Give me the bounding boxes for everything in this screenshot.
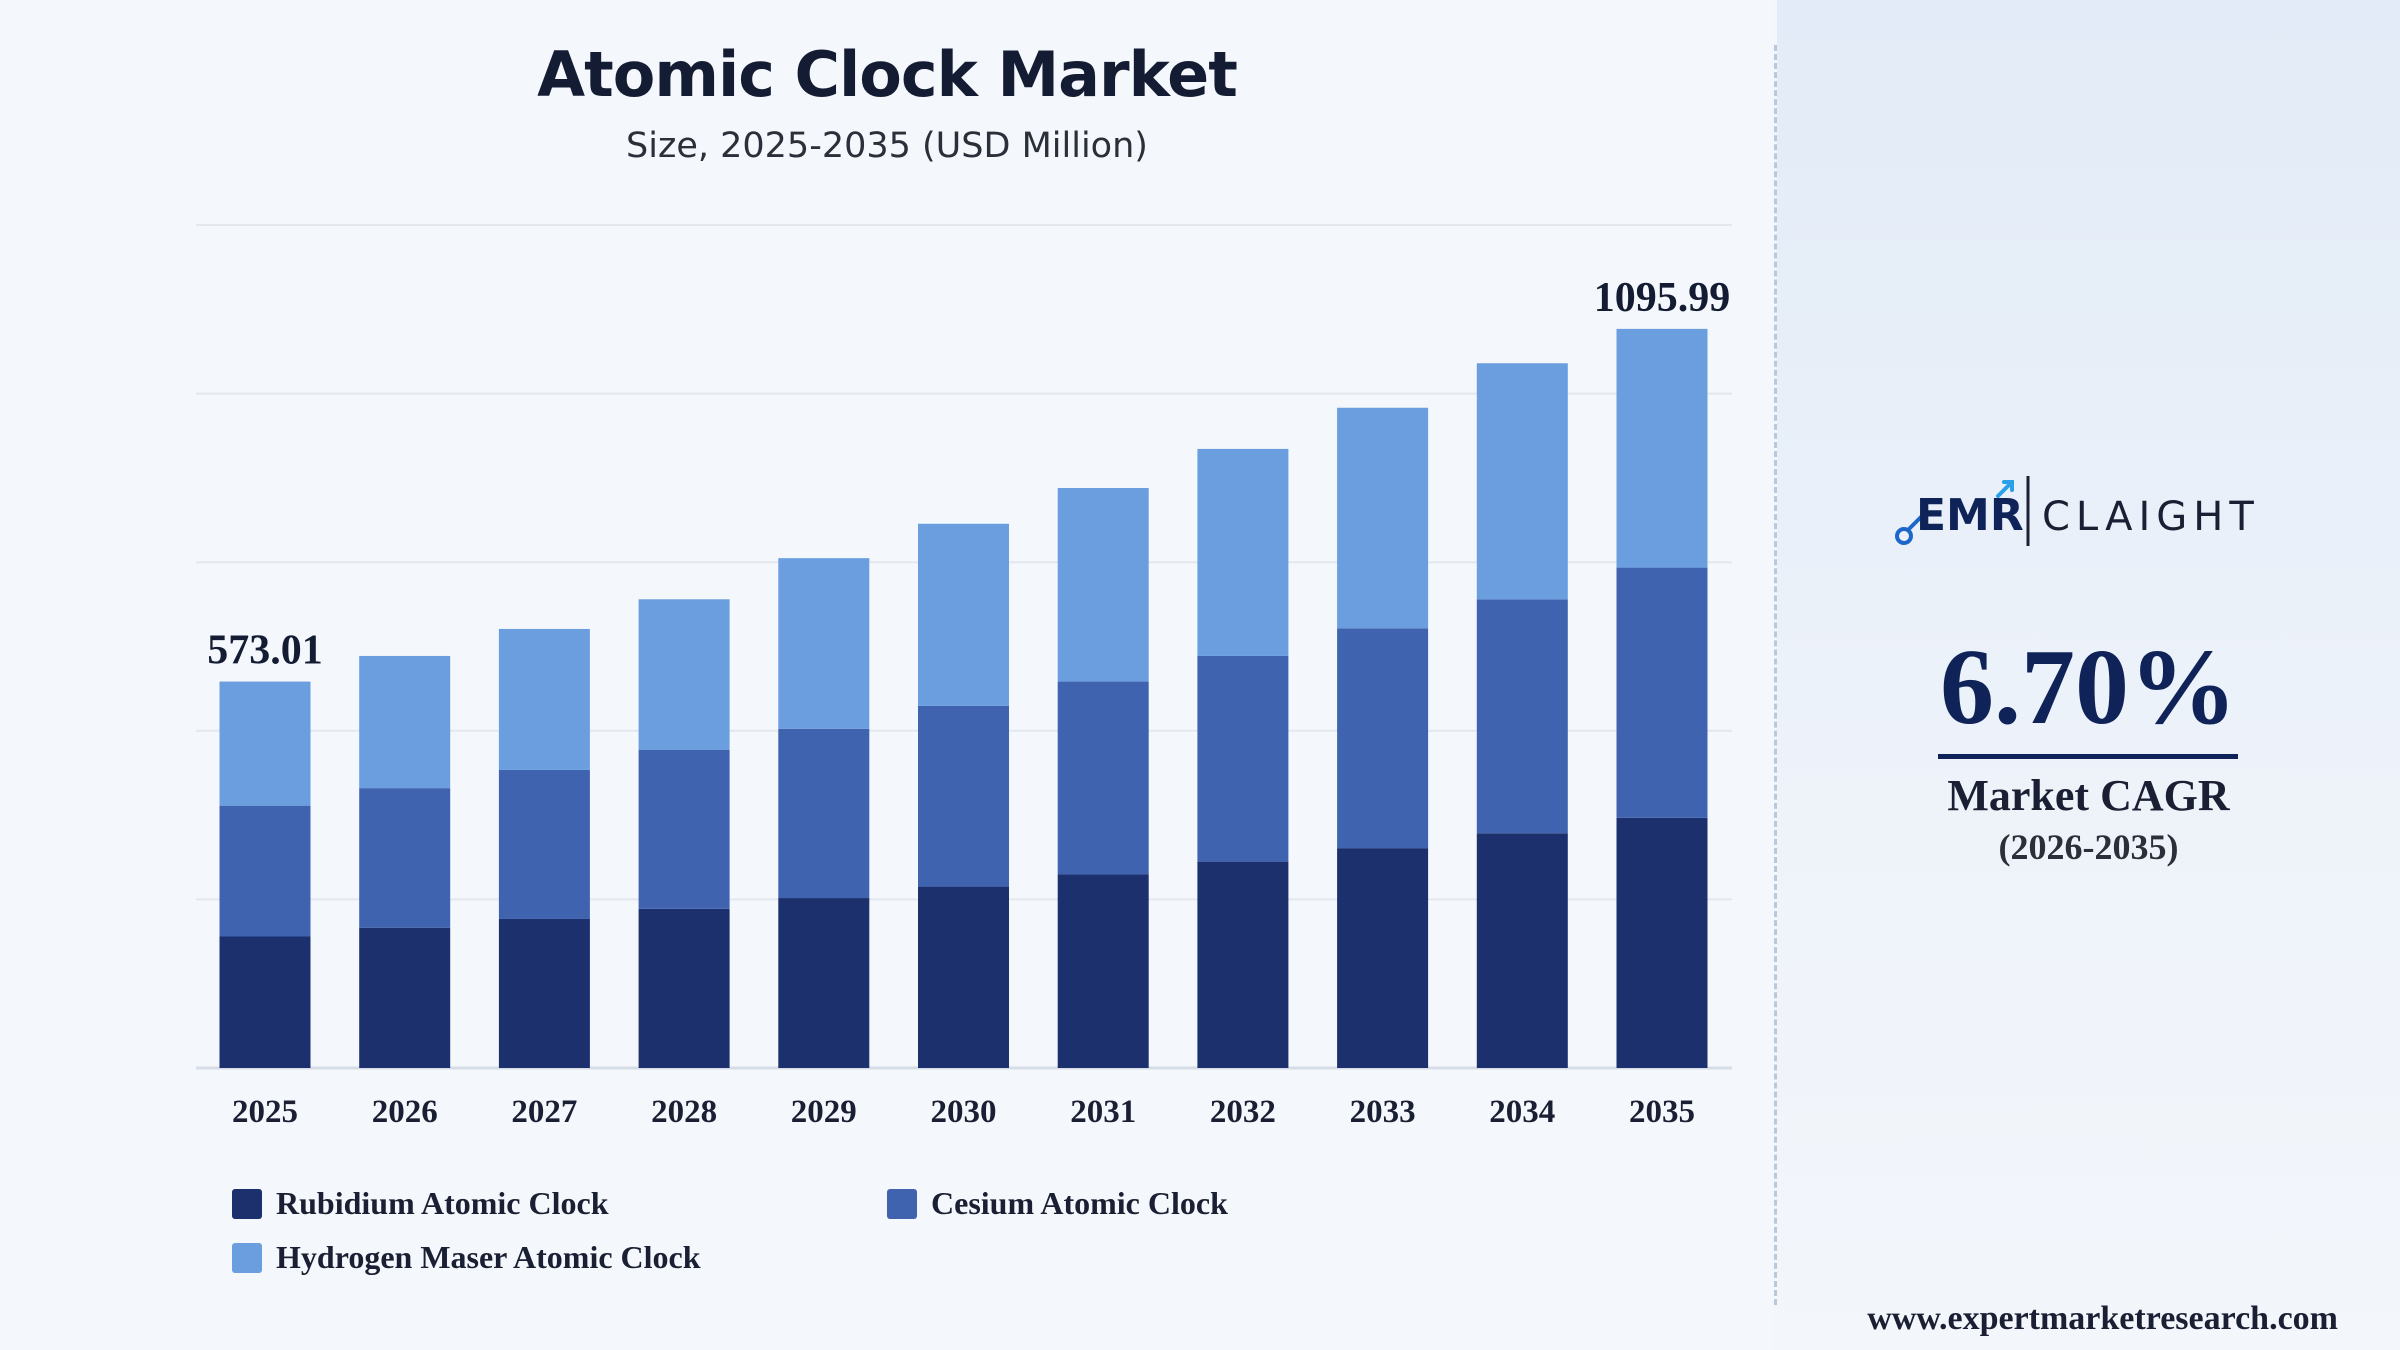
bar-2035-series-2 [1616, 328, 1708, 568]
x-tick-label-2029: 2029 [791, 1094, 857, 1130]
total-label-2035: 1095.99 [1594, 275, 1731, 321]
cagr-period: (2026-2035) [1998, 827, 2179, 867]
logo-claight-text: CLAIGHT [2042, 494, 2260, 540]
bar-2033-series-1 [1337, 628, 1429, 849]
bar-2025-series-0 [219, 936, 311, 1068]
bar-2032-series-1 [1197, 655, 1289, 862]
info-panel [1777, 0, 2400, 1350]
x-tick-label-2032: 2032 [1210, 1094, 1276, 1130]
legend-item-hydrogen-maser: Hydrogen Maser Atomic Clock [232, 1239, 701, 1276]
chart-subtitle: Size, 2025-2035 (USD Million) [626, 126, 1148, 166]
x-tick-label-2034: 2034 [1489, 1094, 1555, 1130]
bar-2034-series-1 [1476, 599, 1568, 834]
bar-2026-series-1 [359, 788, 451, 928]
x-tick-label-2033: 2033 [1350, 1094, 1416, 1130]
bar-2028-series-0 [638, 908, 730, 1068]
legend-item-rubidium: Rubidium Atomic Clock [232, 1185, 608, 1222]
x-tick-label-2030: 2030 [931, 1094, 997, 1130]
total-label-2025: 573.01 [207, 628, 323, 674]
bar-2035-series-1 [1616, 567, 1708, 818]
bar-2029-series-2 [778, 558, 870, 729]
cagr-value: 6.70% [1940, 628, 2237, 747]
legend-item-cesium: Cesium Atomic Clock [887, 1185, 1228, 1222]
total-labels: 573.01 1095.99 [207, 275, 1730, 674]
bar-2034-series-2 [1476, 363, 1568, 600]
bar-2035-series-0 [1616, 817, 1708, 1068]
bar-2027-series-1 [498, 769, 590, 919]
bar-2029-series-1 [778, 728, 870, 899]
bar-2033-series-0 [1337, 848, 1429, 1068]
bar-2031-series-1 [1057, 681, 1149, 875]
bar-2031-series-2 [1057, 488, 1149, 682]
bar-2032-series-2 [1197, 448, 1289, 656]
legend-label-cesium: Cesium Atomic Clock [931, 1185, 1228, 1221]
x-tick-label-2026: 2026 [372, 1094, 438, 1130]
x-tick-labels: 2025 2026 2027 2028 2029 2030 2031 2032 2033 2034… [232, 1094, 1695, 1130]
legend-swatch-hydrogen-maser [232, 1242, 262, 1273]
legend-label-rubidium: Rubidium Atomic Clock [276, 1185, 609, 1221]
bar-2028-series-2 [638, 599, 730, 750]
bar-2030-series-1 [918, 705, 1009, 887]
bar-2025-series-2 [219, 681, 311, 806]
legend-label-hydrogen-maser: Hydrogen Maser Atomic Clock [276, 1239, 701, 1275]
x-tick-label-2028: 2028 [651, 1094, 717, 1130]
bar-2034-series-0 [1476, 833, 1568, 1068]
bars [219, 328, 1708, 1068]
bar-2032-series-0 [1197, 861, 1289, 1068]
bar-2029-series-0 [778, 898, 870, 1068]
bar-2030-series-0 [918, 886, 1009, 1068]
stacked-bar-chart: 2025 2026 2027 2028 2029 2030 2031 2032 2033 2034… [196, 224, 1732, 1130]
cagr-underline [1938, 754, 2238, 759]
x-tick-label-2035: 2035 [1629, 1094, 1695, 1130]
bar-2031-series-0 [1057, 874, 1149, 1068]
bar-2033-series-2 [1337, 407, 1429, 629]
emr-claight-logo: EMR CLAIGHT [1895, 476, 2260, 546]
panel-divider [1774, 45, 1777, 1305]
bar-2026-series-0 [359, 927, 451, 1068]
bar-2030-series-2 [918, 523, 1009, 706]
x-tick-label-2027: 2027 [511, 1094, 577, 1130]
bar-2026-series-2 [359, 655, 451, 789]
bar-2028-series-1 [638, 749, 730, 909]
x-tick-label-2025: 2025 [232, 1094, 298, 1130]
website-url: www.expertmarketresearch.com [1867, 1300, 2338, 1337]
bar-2027-series-2 [498, 628, 590, 770]
legend-swatch-rubidium [232, 1188, 262, 1219]
cagr-label: Market CAGR [1947, 771, 2230, 820]
legend-swatch-cesium [887, 1188, 917, 1219]
logo-emr-text: EMR [1916, 490, 2024, 541]
bar-2025-series-1 [219, 805, 311, 937]
x-tick-label-2031: 2031 [1070, 1094, 1136, 1130]
bar-2027-series-0 [498, 918, 590, 1068]
chart-title: Atomic Clock Market [537, 38, 1238, 111]
